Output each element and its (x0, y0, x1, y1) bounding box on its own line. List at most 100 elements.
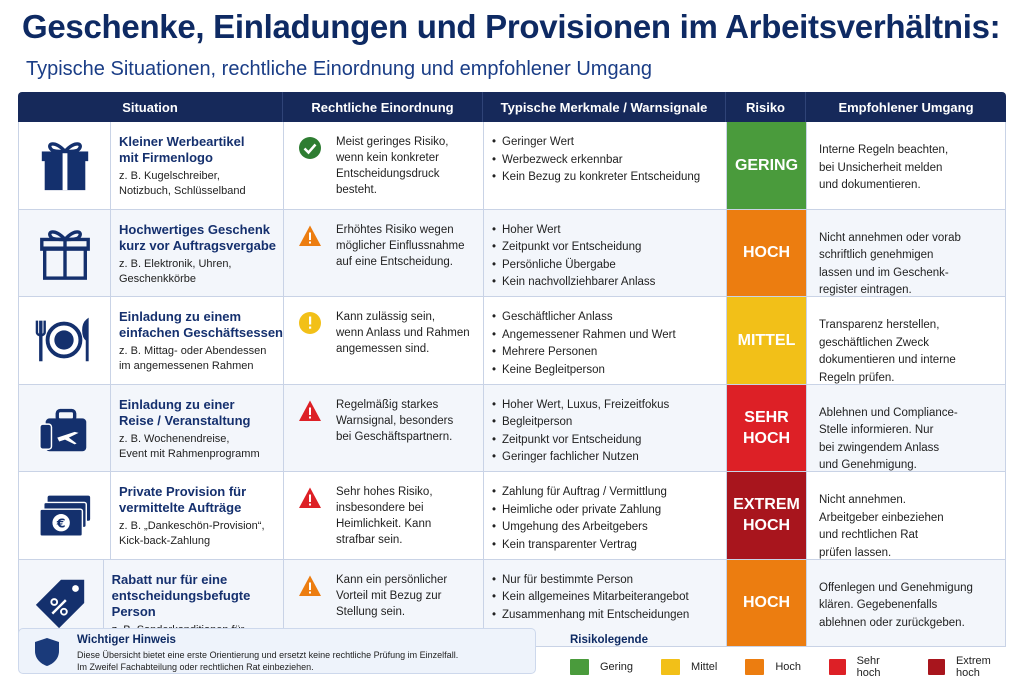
situation-cell: Hochwertiges Geschenk kurz vor Auftragsve… (19, 209, 284, 297)
feature-item: Kein Bezug zu konkreter Entscheidung (492, 169, 720, 187)
feature-item: Geringer Wert (492, 134, 720, 152)
situation-cell: Einladung zu einem einfachen Geschäftsess… (19, 297, 284, 384)
situation-icon-wrap: € (19, 472, 111, 559)
table-row: Kleiner Werbeartikel mit Firmenlogo z. B. … (18, 122, 1006, 210)
situation-title-line: entscheidungsbefugte Person (111, 587, 251, 619)
risk-label: SEHR HOCH (743, 407, 790, 449)
recommendation-line: Nicht annehmen. (819, 494, 906, 506)
risk-legend: Risikolegende Gering Mittel Hoch Sehr hoch E… (570, 634, 1010, 679)
risk-badge: SEHR HOCH (727, 384, 807, 471)
luggage-plane-icon (38, 408, 86, 451)
gift-outline-icon (39, 230, 90, 280)
header-legal: Rechtliche Einordnung (283, 92, 483, 122)
feature-item: Umgehung des Arbeitgebers (492, 519, 720, 537)
legal-line: Stellung sein. (336, 605, 406, 618)
legal-line: besteht. (336, 184, 377, 196)
situation-example-line: z. B. Mittag- oder Abendessen (118, 345, 267, 357)
risk-label-line: HOCH (742, 429, 791, 447)
feature-item: Zahlung für Auftrag / Vermittlung (492, 484, 720, 502)
situation-text: Hochwertiges Geschenk kurz vor Auftragsve… (111, 210, 276, 297)
situation-example: z. B. „Dankeschön-Provision“, Kick-back-Z… (119, 519, 265, 549)
recommendation-line: und dokumentieren. (819, 179, 921, 191)
legal-line: Kann zulässig sein, (336, 311, 436, 323)
feature-item: Begleitperson (492, 414, 720, 432)
risk-badge: MITTEL (727, 297, 807, 384)
legal-cell: Kann zulässig sein, wenn Anlass und Rahme… (284, 297, 484, 384)
situation-example-line: z. B. Elektronik, Uhren, (119, 257, 232, 270)
situation-title: Private Provision für vermittelte Aufträg… (119, 484, 265, 516)
features-list: Geringer WertWerbezweck erkennbarKein Be… (492, 134, 720, 187)
feature-item: Angemessener Rahmen und Wert (492, 327, 720, 345)
recommendation-cell: Nicht annehmen oder vorab schriftlich gen… (807, 210, 1007, 297)
legal-line: insbesondere bei (336, 502, 424, 514)
legal-line: auf eine Entscheidung. (336, 255, 454, 268)
risk-badge: HOCH (727, 209, 807, 296)
risk-label-line: EXTREM (733, 496, 800, 514)
header-situation: Situation (18, 92, 283, 122)
situation-title-line: Einladung zu einer (119, 396, 235, 412)
legal-icon-wrap (298, 134, 328, 209)
risk-label-line: HOCH (742, 594, 791, 612)
situation-text: Kleiner Werbeartikel mit Firmenlogo z. B. … (111, 122, 246, 209)
situation-example-line: Notizbuch, Schlüsselband (119, 185, 246, 197)
recommendation-line: geschäftlichen Zweck (819, 336, 929, 349)
situation-title-line: mit Firmenlogo (119, 150, 213, 165)
risk-badge: HOCH (727, 559, 807, 646)
situation-title-line: kurz vor Auftragsvergabe (119, 237, 277, 253)
situation-title: Hochwertiges Geschenk kurz vor Auftragsve… (119, 222, 276, 254)
situation-example: z. B. Wochenendreise, Event mit Rahmenpro… (119, 432, 260, 462)
situation-icon-wrap (19, 122, 111, 209)
note-line: Im Zweifel Fachabteilung oder rechtliche… (77, 662, 314, 672)
recommendation-line: schriftlich genehmigen (819, 249, 934, 261)
recommendation-cell: Offenlegen und Genehmigung klären. Gegebe… (807, 560, 1007, 647)
risk-label-line: GERING (734, 156, 799, 174)
legend-label: Mittel (691, 661, 718, 673)
legal-line: strafbar sein. (336, 534, 403, 546)
header-recommendation: Empfohlener Umgang (838, 99, 974, 115)
feature-item: Zeitpunkt vor Entscheidung (492, 239, 720, 257)
feature-item: Geringer fachlicher Nutzen (492, 449, 720, 467)
legal-line: Regelmäßig starkes (336, 398, 439, 411)
situation-example-line: Geschenkkörbe (119, 272, 197, 285)
situation-title-line: Kleiner Werbeartikel (119, 134, 245, 149)
legend-item: Extrem hoch (928, 655, 1010, 679)
features-cell: Hoher WertZeitpunkt vor EntscheidungPers… (484, 209, 727, 296)
legal-text: Kann ein persönlicher Vorteil mit Bezug z… (328, 572, 447, 647)
situation-title: Einladung zu einem einfachen Geschäftsess… (119, 309, 283, 341)
feature-item: Werbezweck erkennbar (492, 152, 720, 170)
situation-icon-wrap (19, 559, 104, 646)
plate-cutlery-icon (36, 317, 90, 362)
recommendation-cell: Interne Regeln beachten, bei Unsicherheit… (807, 122, 1007, 209)
risk-label: EXTREM HOCH (733, 494, 800, 536)
features-list: Hoher WertZeitpunkt vor EntscheidungPers… (492, 222, 720, 292)
recommendation-line: bei Unsicherheit melden (819, 161, 943, 174)
risk-label-line: HOCH (742, 517, 791, 535)
table-row: € Private Provision für vermittelte Aufträ… (18, 472, 1006, 560)
legal-text: Sehr hohes Risiko, insbesondere bei Heimli… (328, 484, 433, 559)
recommendation-line: Stelle informieren. Nur (819, 424, 934, 436)
legal-text: Erhöhtes Risiko wegen möglicher Einflussn… (328, 222, 464, 297)
legend-label: Hoch (775, 661, 801, 673)
table-row: Einladung zu einer Reise / Veranstaltung z… (18, 384, 1006, 472)
legal-text: Regelmäßig starkes Warnsignal, besonders b… (328, 397, 453, 472)
note-text: Diese Übersicht bietet eine erste Orient… (77, 649, 527, 673)
features-list: Hoher Wert, Luxus, FreizeitfokusBegleitp… (492, 397, 720, 467)
legal-line: Vorteil mit Bezug zur (336, 589, 442, 602)
legal-cell: Erhöhtes Risiko wegen möglicher Einflussn… (284, 209, 484, 297)
situation-example-line: Kick-back-Zahlung (119, 535, 211, 547)
risk-badge: EXTREM HOCH (727, 472, 807, 559)
warning-orange-icon (299, 575, 321, 596)
feature-item: Mehrere Personen (492, 344, 720, 362)
check-circle-icon (299, 137, 321, 159)
features-cell: Geschäftlicher AnlassAngemessener Rahmen… (484, 297, 727, 384)
risk-label: HOCH (743, 592, 790, 613)
legend-swatch (745, 659, 765, 675)
situation-example-line: im angemessenen Rahmen (118, 360, 254, 372)
legend-item: Hoch (745, 655, 801, 679)
legal-icon-wrap (298, 222, 328, 297)
situation-text: Einladung zu einem einfachen Geschäftsess… (111, 297, 283, 384)
legal-cell: Meist geringes Risiko, wenn kein konkrete… (284, 122, 484, 209)
recommendation-line: register eintragen. (819, 284, 912, 296)
situation-example: z. B. Elektronik, Uhren, Geschenkkörbe (119, 257, 276, 287)
recommendation-line: Interne Regeln beachten, (819, 144, 949, 156)
